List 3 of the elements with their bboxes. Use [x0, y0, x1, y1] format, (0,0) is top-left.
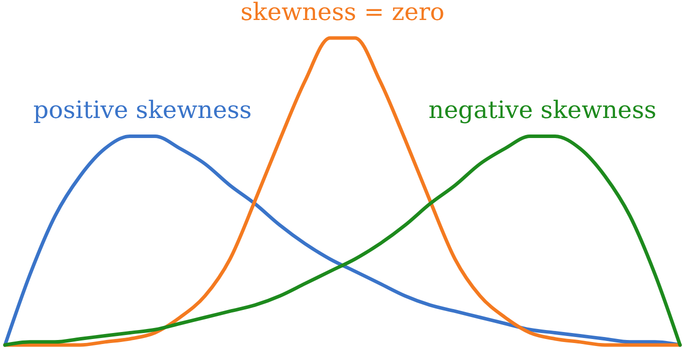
series-label: positive skewness: [33, 96, 252, 124]
series-label: skewness = zero: [240, 0, 445, 26]
series-label: negative skewness: [428, 96, 656, 124]
